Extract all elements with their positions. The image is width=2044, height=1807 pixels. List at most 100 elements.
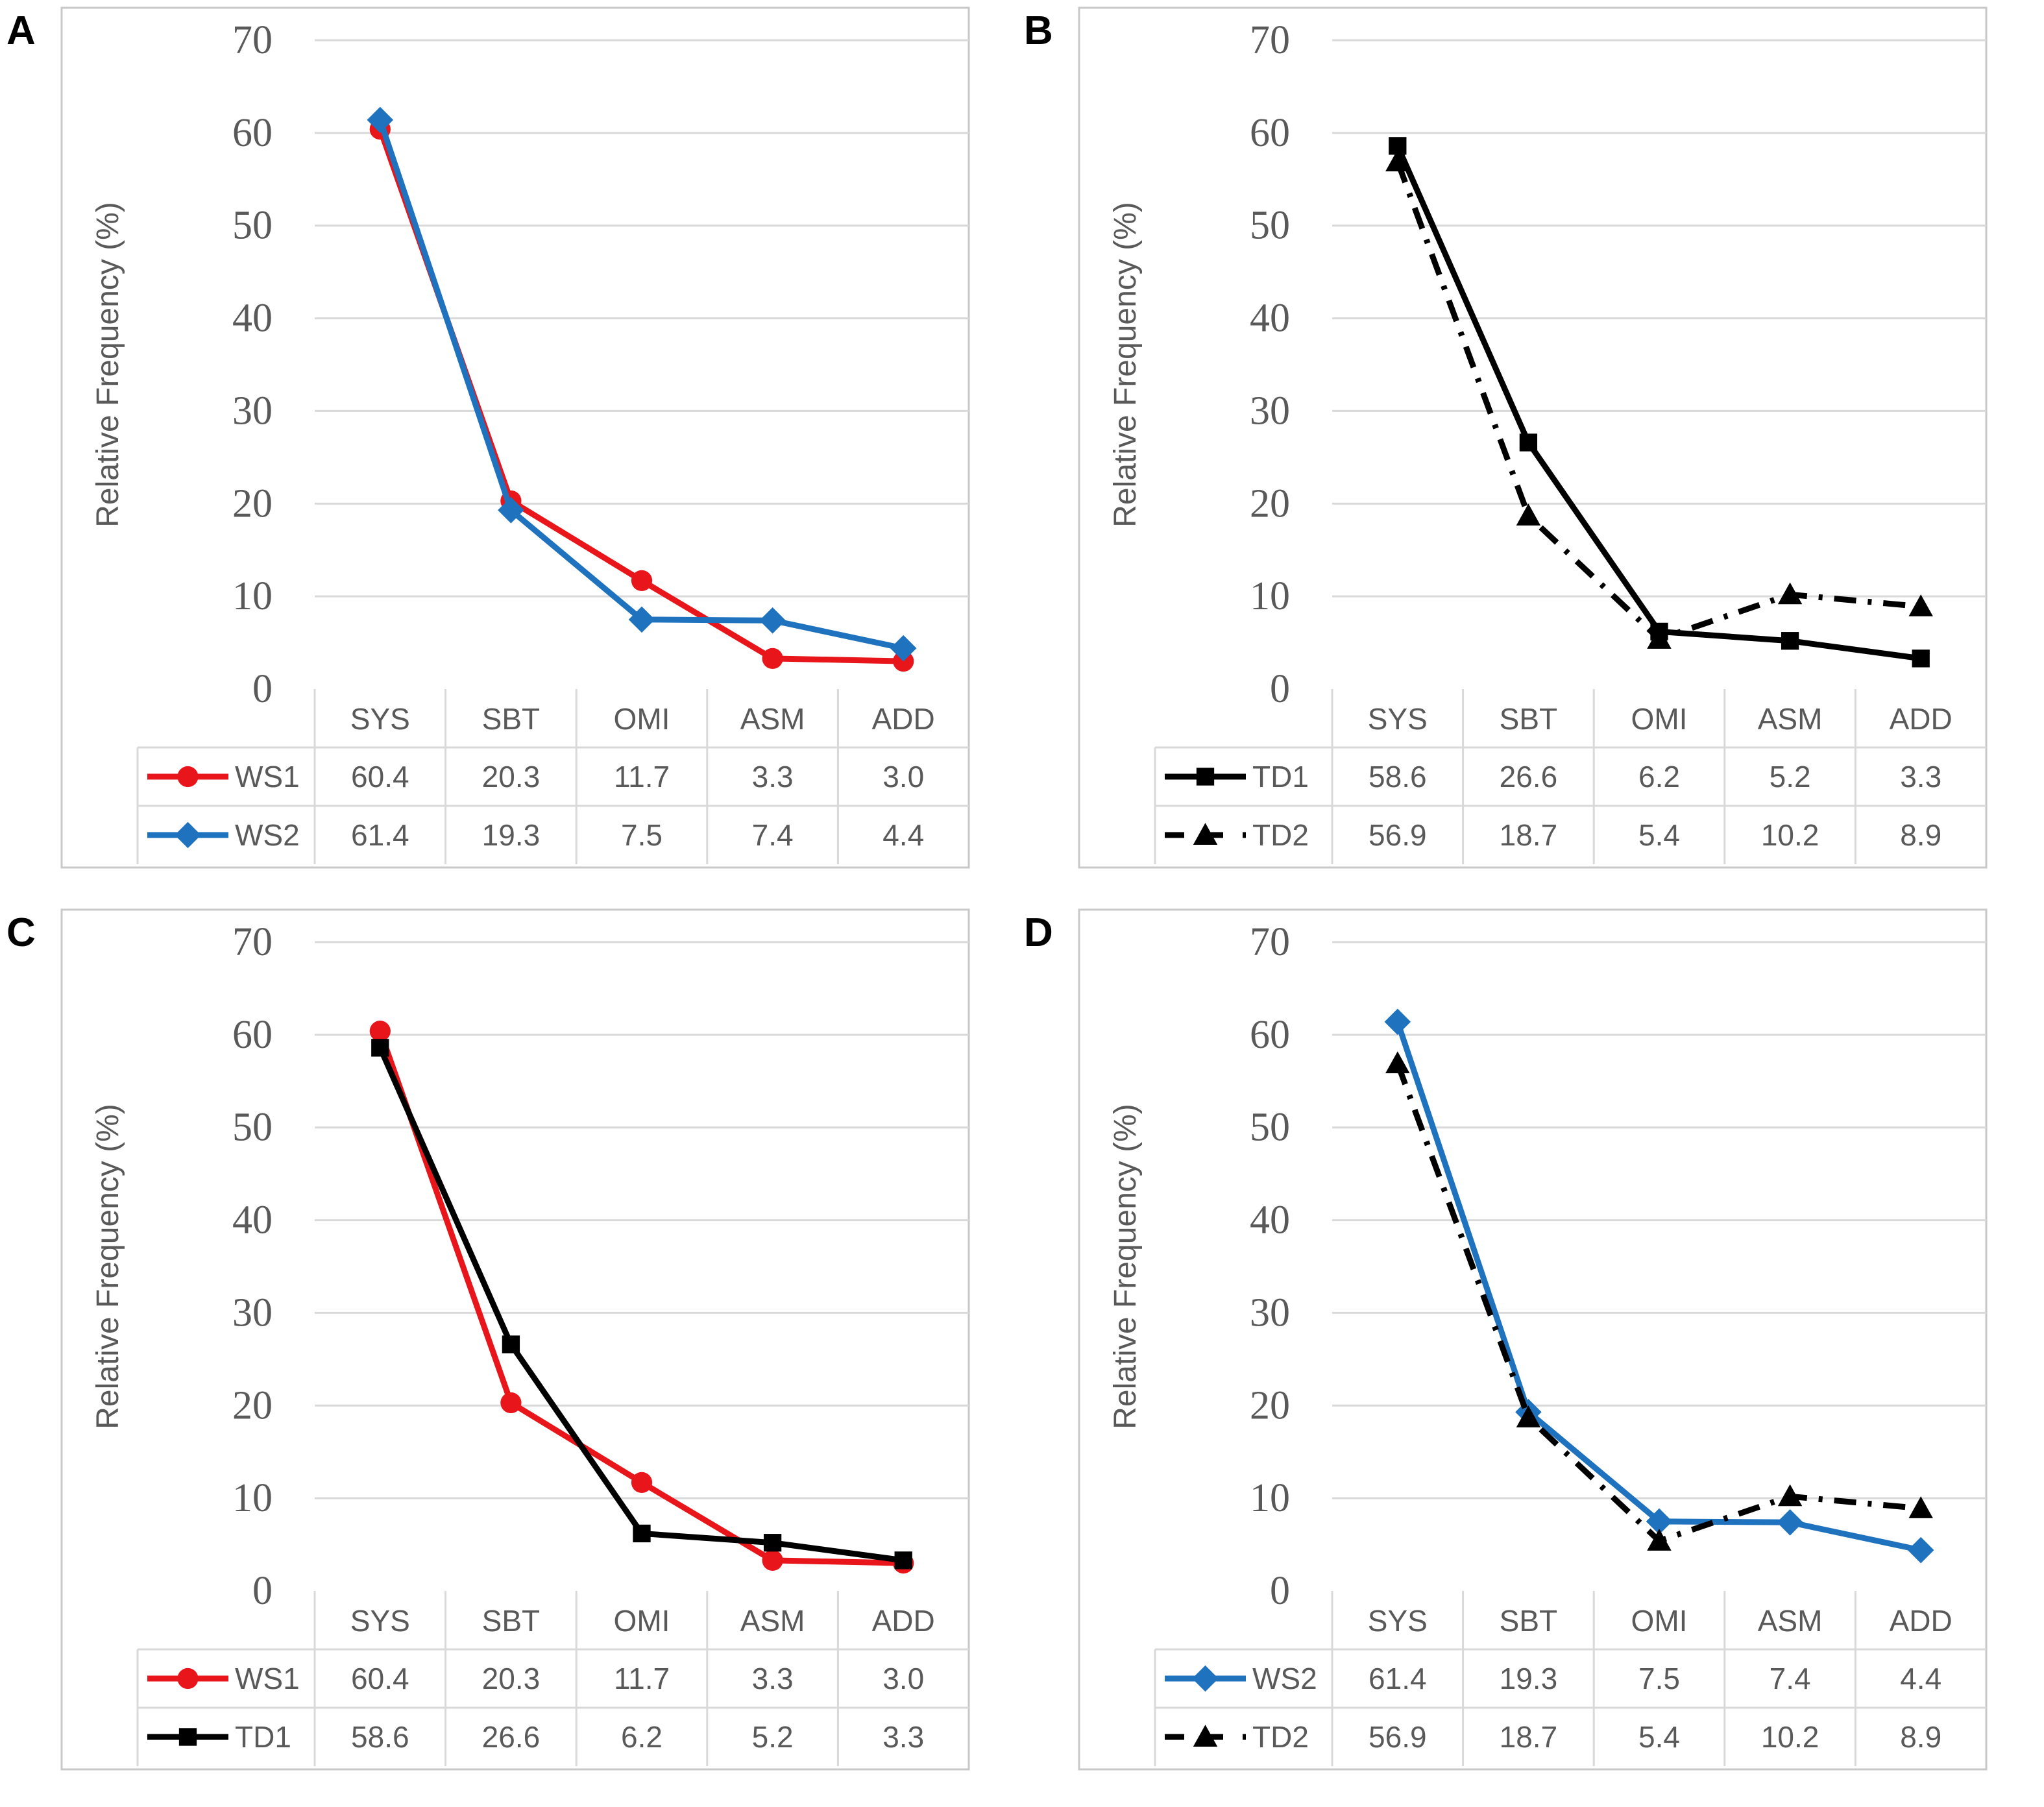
legend-marker <box>1192 1665 1219 1692</box>
legend-key <box>1165 823 1246 845</box>
y-tick-label: 20 <box>232 481 273 526</box>
data-point <box>890 635 917 662</box>
series-ws2 <box>367 106 917 662</box>
y-tick-label: 40 <box>1250 297 1290 341</box>
data-point <box>1646 1508 1673 1535</box>
x-category-label: SYS <box>350 702 410 736</box>
data-point <box>1781 632 1799 650</box>
table-value: 3.0 <box>882 760 924 794</box>
table-value: 7.4 <box>1770 1662 1811 1695</box>
table-value: 10.2 <box>1761 1720 1819 1754</box>
series-ws1 <box>369 1021 914 1574</box>
table-value: 7.5 <box>621 818 663 852</box>
table-value: 60.4 <box>351 760 409 794</box>
data-point <box>367 106 394 134</box>
y-tick-label: 0 <box>252 667 273 711</box>
x-category-label: ADD <box>1890 1604 1953 1638</box>
y-axis-label: Relative Frequency (%) <box>1108 1104 1143 1429</box>
data-point <box>1777 1484 1803 1507</box>
table-value: 7.4 <box>752 818 794 852</box>
data-point <box>1516 503 1541 526</box>
y-tick-label: 30 <box>1250 389 1290 433</box>
panel-letter: A <box>6 8 36 53</box>
table-value: 58.6 <box>351 1720 409 1754</box>
y-tick-label: 40 <box>232 297 273 341</box>
y-tick-label: 20 <box>1250 481 1290 526</box>
y-tick-label: 40 <box>1250 1198 1290 1243</box>
table-value: 5.2 <box>752 1720 794 1754</box>
table-value: 19.3 <box>482 818 541 852</box>
table-value: 6.2 <box>621 1720 663 1754</box>
y-tick-label: 70 <box>1250 920 1290 964</box>
series-td1 <box>371 1039 912 1570</box>
table-value: 56.9 <box>1369 1720 1427 1754</box>
series-td2 <box>1385 1051 1933 1551</box>
table-value: 7.5 <box>1638 1662 1680 1695</box>
panel-d: D 70 60 50 40 30 20 10 0 Relative Frequency (%) SY… <box>1024 908 1988 1771</box>
table-value: 3.0 <box>882 1662 924 1695</box>
y-tick-label: 40 <box>232 1198 273 1243</box>
table-value: 61.4 <box>1369 1662 1427 1695</box>
data-point <box>1777 582 1803 605</box>
y-tick-label: 60 <box>1250 1013 1290 1057</box>
y-tick-label: 50 <box>232 204 273 248</box>
data-point <box>1384 1008 1411 1036</box>
data-point <box>762 648 783 669</box>
legend-marker <box>1193 823 1218 845</box>
legend-key <box>147 1668 228 1690</box>
table-value: 3.3 <box>752 1662 794 1695</box>
x-category-label: OMI <box>614 702 670 736</box>
x-category-label: ADD <box>872 1604 935 1638</box>
table-value: 8.9 <box>1900 818 1941 852</box>
panel-a: A 70 60 50 40 30 20 10 0 Relative Frequency (%) SY… <box>6 6 970 869</box>
data-point <box>759 607 786 634</box>
y-tick-label: 30 <box>232 389 273 433</box>
data-point <box>762 1549 783 1571</box>
legend-label: TD1 <box>1252 760 1309 794</box>
data-point <box>371 1039 389 1057</box>
y-tick-label: 60 <box>232 1013 273 1057</box>
legend-marker <box>1193 1725 1218 1747</box>
table-value: 18.7 <box>1500 1720 1558 1754</box>
x-category-label: OMI <box>1631 1604 1688 1638</box>
table-value: 8.9 <box>1900 1720 1941 1754</box>
table-value: 5.4 <box>1638 1720 1680 1754</box>
x-category-label: ASM <box>740 702 805 736</box>
x-category-label: ASM <box>1758 702 1823 736</box>
data-point <box>631 1472 653 1493</box>
legend-key <box>147 1728 228 1746</box>
table-value: 6.2 <box>1638 760 1680 794</box>
data-point <box>1385 1051 1410 1074</box>
legend-marker <box>177 766 199 788</box>
y-tick-label: 0 <box>1270 667 1290 711</box>
y-tick-label: 10 <box>1250 574 1290 618</box>
data-point <box>1908 594 1933 616</box>
y-axis-label: Relative Frequency (%) <box>1108 202 1143 528</box>
legend-marker <box>178 1728 197 1746</box>
data-point <box>894 1551 912 1570</box>
y-tick-label: 10 <box>232 1476 273 1520</box>
y-tick-label: 50 <box>1250 1106 1290 1150</box>
x-category-label: SYS <box>1368 1604 1428 1638</box>
y-axis-label: Relative Frequency (%) <box>91 1104 125 1429</box>
legend-marker <box>1196 768 1215 786</box>
legend-label: WS2 <box>1252 1662 1317 1695</box>
legend-key <box>1165 1665 1246 1692</box>
x-category-label: ADD <box>872 702 935 736</box>
legend-key <box>147 821 228 849</box>
y-tick-label: 30 <box>1250 1291 1290 1335</box>
table-value: 19.3 <box>1500 1662 1558 1695</box>
data-point <box>1516 1405 1541 1427</box>
panel-frame <box>60 6 970 869</box>
x-category-label: OMI <box>614 1604 670 1638</box>
y-tick-label: 70 <box>232 920 273 964</box>
table-value: 56.9 <box>1369 818 1427 852</box>
y-tick-label: 0 <box>252 1569 273 1613</box>
table-value: 3.3 <box>1900 760 1941 794</box>
x-category-label: ADD <box>1890 702 1953 736</box>
series-td2 <box>1385 149 1933 649</box>
table-value: 3.3 <box>752 760 794 794</box>
legend-key <box>1165 768 1246 786</box>
legend-label: WS2 <box>235 818 300 852</box>
